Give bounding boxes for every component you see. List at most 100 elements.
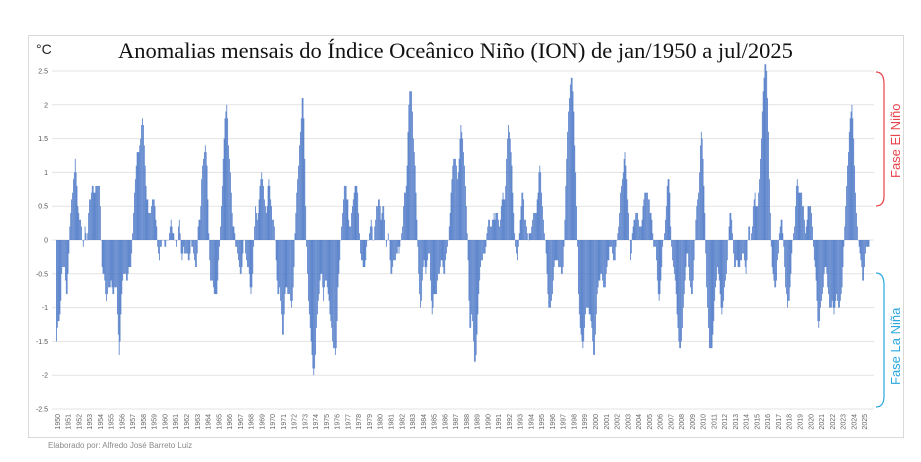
data-bar xyxy=(790,240,792,274)
data-bar xyxy=(849,118,851,240)
data-bar xyxy=(300,118,302,240)
data-bar xyxy=(361,240,363,261)
data-bar xyxy=(793,233,795,240)
data-bar xyxy=(764,64,766,241)
data-bar xyxy=(290,240,291,301)
data-bar xyxy=(830,240,832,308)
data-bar xyxy=(844,226,846,240)
data-bar xyxy=(545,240,547,254)
data-bar xyxy=(64,240,66,281)
data-bar xyxy=(854,165,856,240)
data-bar xyxy=(726,240,727,274)
data-bar xyxy=(312,240,314,369)
data-bar xyxy=(504,199,506,240)
data-bar xyxy=(124,240,125,274)
data-bar xyxy=(640,226,642,240)
data-bar xyxy=(600,240,602,274)
data-bar xyxy=(125,240,127,281)
data-bar xyxy=(60,240,62,301)
data-bar xyxy=(596,240,598,295)
data-bar xyxy=(377,206,378,240)
data-bar xyxy=(217,240,219,281)
x-tick-label: 1956 xyxy=(119,414,126,430)
x-tick-label: 1960 xyxy=(163,414,170,430)
data-bar xyxy=(599,240,601,281)
data-bar xyxy=(198,219,200,240)
x-tick-label: 2023 xyxy=(841,414,848,430)
data-bar xyxy=(413,152,415,240)
data-bar xyxy=(92,185,94,240)
x-tick-label: 1992 xyxy=(507,414,514,430)
data-bar xyxy=(314,240,316,369)
data-bar xyxy=(526,233,528,240)
data-bar xyxy=(412,138,414,240)
data-bar xyxy=(108,240,110,288)
data-bar xyxy=(148,212,150,240)
data-bar xyxy=(598,240,600,281)
data-bar xyxy=(103,240,105,274)
data-bar xyxy=(594,240,595,355)
data-bar xyxy=(791,240,793,254)
data-bar xyxy=(133,212,134,240)
data-bar xyxy=(152,199,154,240)
data-bar xyxy=(568,111,569,240)
data-bar xyxy=(711,240,713,349)
data-bar xyxy=(173,233,175,240)
data-bar xyxy=(456,165,457,240)
data-bar xyxy=(769,179,770,240)
data-bar xyxy=(436,240,438,295)
data-bar xyxy=(630,240,632,254)
data-bar xyxy=(349,226,351,240)
data-bar xyxy=(506,158,507,240)
data-bar xyxy=(239,240,241,274)
data-bar xyxy=(835,240,837,301)
data-bar xyxy=(620,192,621,240)
data-bar xyxy=(456,179,458,240)
data-bar xyxy=(430,240,431,281)
data-bar xyxy=(68,240,70,254)
x-tick-label: 2002 xyxy=(615,414,622,430)
data-bar xyxy=(154,206,156,240)
data-bar xyxy=(130,240,132,268)
data-bar xyxy=(607,240,609,261)
data-bar xyxy=(800,192,802,240)
data-bar xyxy=(229,158,230,240)
data-bar xyxy=(744,240,746,268)
data-bar xyxy=(231,212,233,240)
data-bar xyxy=(521,192,523,240)
data-bar xyxy=(692,240,694,281)
data-bar xyxy=(299,145,300,240)
data-bar xyxy=(765,64,767,241)
data-bar xyxy=(675,240,677,295)
data-bar xyxy=(749,226,751,240)
data-bar xyxy=(85,233,87,240)
data-bar xyxy=(353,192,355,240)
data-bar xyxy=(492,219,494,240)
data-bar xyxy=(786,240,787,295)
data-bar xyxy=(208,233,210,240)
data-bar xyxy=(409,91,411,240)
data-bar xyxy=(143,125,144,240)
data-bar xyxy=(678,240,680,342)
data-bar xyxy=(865,240,866,254)
data-bar xyxy=(729,212,731,240)
data-bar xyxy=(408,104,410,240)
data-bar xyxy=(510,152,512,240)
data-bar xyxy=(343,185,345,240)
data-bar xyxy=(369,226,371,240)
data-bar xyxy=(691,240,692,295)
data-bar xyxy=(395,240,396,261)
data-bar xyxy=(78,212,80,240)
data-bar xyxy=(712,240,714,335)
data-bar xyxy=(139,145,141,240)
x-tick-label: 1977 xyxy=(346,414,353,430)
data-bar xyxy=(523,199,525,240)
data-bar xyxy=(503,199,505,240)
data-bar xyxy=(673,240,675,274)
data-bar xyxy=(658,240,660,301)
x-tick-label: 2018 xyxy=(787,414,794,430)
data-bar xyxy=(840,240,842,295)
data-bar xyxy=(847,152,849,240)
data-bar xyxy=(150,212,151,240)
data-bar xyxy=(56,240,57,342)
